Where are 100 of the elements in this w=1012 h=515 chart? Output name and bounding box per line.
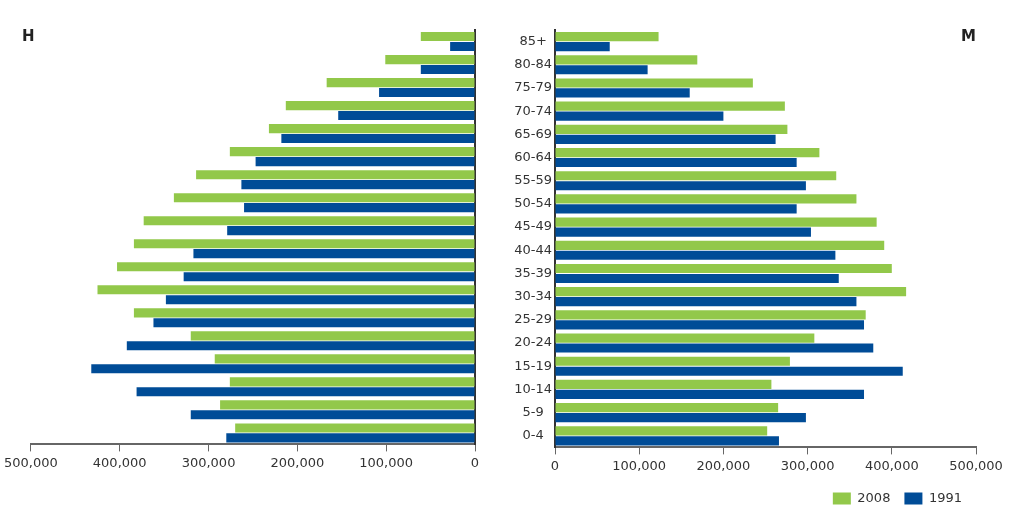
bar <box>555 263 892 274</box>
bar <box>117 262 475 272</box>
bar <box>555 78 753 88</box>
bar <box>214 354 475 364</box>
y-tick-label: 35-39 <box>514 264 552 280</box>
bar <box>555 181 806 191</box>
bar <box>555 171 837 181</box>
y-tick-label: 50-54 <box>514 195 552 211</box>
y-tick-label: 20-24 <box>514 334 552 350</box>
y-tick-label: 55-59 <box>514 172 552 188</box>
bar <box>555 366 903 376</box>
bar <box>555 389 865 399</box>
bar <box>555 287 907 297</box>
bar <box>338 110 475 121</box>
bar <box>555 227 811 237</box>
bar <box>165 295 475 305</box>
bar <box>555 343 874 353</box>
bar <box>385 55 475 65</box>
x-tick-label: 200,000 <box>696 457 751 473</box>
bar <box>241 180 475 190</box>
bar <box>285 101 475 111</box>
bar <box>255 157 475 167</box>
bar <box>153 318 475 328</box>
bar <box>91 364 475 374</box>
bar <box>196 170 475 180</box>
x-tick-label: 300,000 <box>181 454 236 470</box>
x-tick-label: 400,000 <box>92 454 147 470</box>
bar <box>555 310 866 320</box>
bar <box>555 204 797 214</box>
bar <box>555 240 885 250</box>
x-tick-label: 100,000 <box>612 457 667 473</box>
legend-label: 2008 <box>857 489 891 505</box>
bar <box>555 333 815 343</box>
chart-title: H <box>22 26 35 45</box>
x-tick-label: 100,000 <box>359 454 414 470</box>
bar <box>555 41 610 52</box>
bar <box>555 250 836 260</box>
x-tick-label: 0 <box>550 457 560 473</box>
y-tick-label: 80-84 <box>514 56 552 72</box>
bar <box>190 331 475 341</box>
legend-label: 1991 <box>928 489 963 505</box>
bar <box>555 147 820 158</box>
x-tick-label: 500,000 <box>4 454 58 470</box>
bar <box>268 124 475 134</box>
bar <box>220 400 475 410</box>
y-tick-label: 10-14 <box>514 380 552 396</box>
bar <box>133 239 475 249</box>
bar <box>227 226 475 236</box>
bar <box>555 436 779 446</box>
bar <box>326 78 475 88</box>
bar <box>420 64 475 75</box>
y-tick-label: 70-74 <box>514 102 552 118</box>
x-tick-label: 500,000 <box>949 457 1003 473</box>
bar <box>420 32 475 42</box>
bar <box>229 147 475 157</box>
bar <box>136 387 475 397</box>
bar <box>244 203 475 213</box>
x-tick-label: 300,000 <box>780 457 835 473</box>
bar <box>555 88 690 98</box>
y-tick-label: 0-4 <box>522 427 544 443</box>
y-tick-label: 85+ <box>519 32 547 48</box>
chart-title: M <box>961 26 976 45</box>
bar <box>173 193 475 203</box>
y-tick-label: 5-9 <box>522 403 544 419</box>
y-tick-label: 40-44 <box>514 241 552 257</box>
bar <box>555 32 659 42</box>
bar <box>555 403 779 413</box>
x-tick-label: 0 <box>470 454 480 470</box>
y-tick-label: 25-29 <box>514 311 552 327</box>
bar <box>555 65 648 75</box>
bar <box>555 379 772 390</box>
bar <box>555 413 806 423</box>
bar <box>555 157 797 168</box>
x-tick-label: 400,000 <box>864 457 919 473</box>
bar <box>555 111 724 121</box>
y-tick-label: 75-79 <box>514 79 552 95</box>
bar <box>143 216 475 226</box>
bar <box>281 134 475 144</box>
x-tick-label: 200,000 <box>270 454 325 470</box>
bar <box>229 377 475 387</box>
bar <box>555 194 857 204</box>
bar <box>190 410 475 420</box>
bar <box>555 217 877 227</box>
bar <box>555 356 790 366</box>
bar <box>555 297 857 307</box>
bar <box>555 273 839 284</box>
bar <box>193 249 475 259</box>
bar <box>555 134 776 144</box>
y-tick-label: 30-34 <box>514 288 552 304</box>
bar <box>555 426 768 436</box>
bar <box>555 55 698 65</box>
y-tick-label: 45-49 <box>514 218 552 234</box>
bar <box>555 320 865 330</box>
y-tick-label: 15-19 <box>514 357 552 373</box>
y-tick-label: 60-64 <box>514 148 552 164</box>
bar <box>555 101 785 111</box>
bar <box>183 272 475 282</box>
bar <box>133 308 475 318</box>
bar <box>379 87 475 98</box>
bar <box>97 285 475 295</box>
